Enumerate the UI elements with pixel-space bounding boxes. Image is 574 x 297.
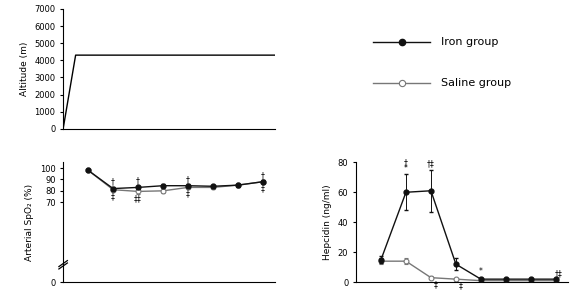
Text: †‡: †‡	[427, 159, 435, 168]
Text: †: †	[404, 158, 408, 167]
Y-axis label: Arterial SpO₂ (%): Arterial SpO₂ (%)	[25, 184, 34, 261]
Text: ‡‡: ‡‡	[134, 194, 142, 203]
Text: ‡: ‡	[434, 280, 438, 289]
Text: †: †	[186, 175, 190, 184]
Text: †: †	[136, 176, 140, 186]
Text: Saline group: Saline group	[441, 78, 511, 88]
Text: ‡: ‡	[261, 184, 265, 193]
Text: ‡: ‡	[186, 190, 190, 199]
Text: †‡: †‡	[554, 269, 562, 278]
Text: *: *	[479, 267, 483, 276]
Y-axis label: Hepcidin (ng/ml): Hepcidin (ng/ml)	[323, 184, 332, 260]
Y-axis label: Altitude (m): Altitude (m)	[20, 42, 29, 96]
Text: ‡: ‡	[459, 281, 463, 290]
Text: *: *	[404, 164, 408, 173]
Text: Iron group: Iron group	[441, 37, 498, 48]
Text: †: †	[111, 178, 115, 187]
Text: ‡: ‡	[111, 192, 115, 201]
Text: †: †	[261, 171, 265, 180]
